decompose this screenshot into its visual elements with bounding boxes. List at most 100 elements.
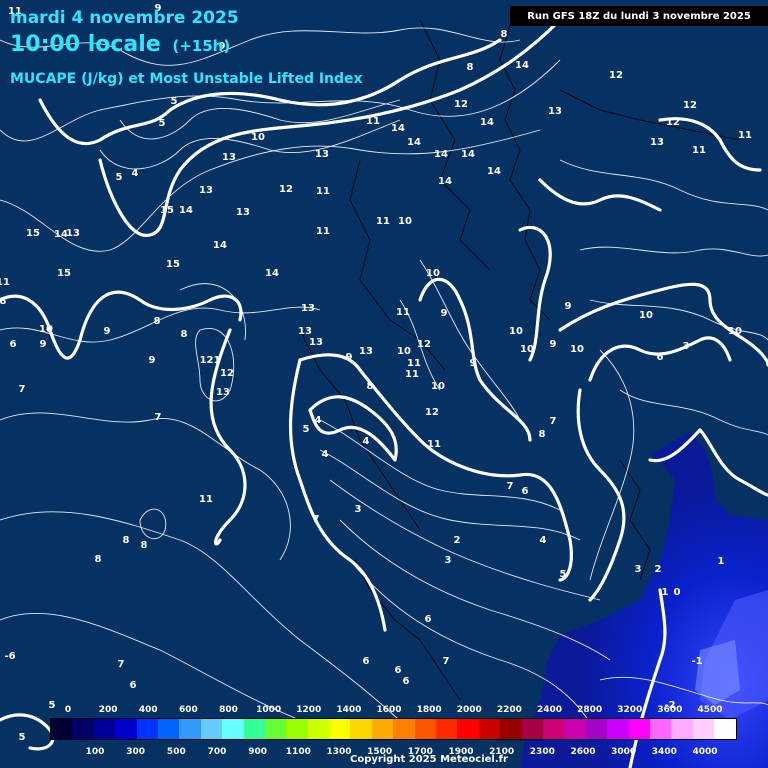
lifted-index-label: 12 (279, 184, 293, 195)
lifted-index-label: 11 (405, 369, 419, 380)
scale-label-bottom: 900 (248, 747, 268, 757)
lifted-index-label: 10 (520, 344, 534, 355)
lifted-index-label: 15 (166, 259, 180, 270)
color-scale-swatch (478, 719, 501, 739)
lifted-index-label: 5 (560, 569, 567, 580)
color-scale-swatch (264, 719, 287, 739)
scale-label-bottom: 2300 (529, 747, 555, 757)
lifted-index-label: 4 (315, 415, 322, 426)
lifted-index-label: 12 (454, 99, 468, 110)
lifted-index-label: 11 (8, 6, 22, 17)
lifted-index-label: 14 (179, 205, 193, 216)
lifted-index-label: 3 (445, 555, 452, 566)
lifted-index-label: 13 (216, 387, 230, 398)
lifted-index-label: 11 (316, 226, 330, 237)
lifted-index-label: 9 (104, 326, 111, 337)
lifted-index-label: 6 (403, 676, 410, 687)
scale-label-bottom: 1300 (326, 747, 352, 757)
scale-label-bottom: 3000 (611, 747, 637, 757)
lifted-index-label: 13 (298, 326, 312, 337)
color-scale-swatch (179, 719, 201, 739)
lifted-index-label: 12 (417, 339, 431, 350)
scale-label-bottom: 1500 (367, 747, 393, 757)
lifted-index-label: 9 (155, 3, 162, 14)
cape-area-light (695, 640, 740, 705)
lifted-index-label: 5 (303, 424, 310, 435)
scale-label-top: 1400 (336, 705, 362, 715)
color-scale-swatch (307, 719, 330, 739)
forecast-time: 10:00 locale (+15h) (10, 32, 230, 57)
lifted-index-label: 2 (454, 535, 461, 546)
lifted-index-label: 7 (313, 514, 320, 525)
lifted-index-label: 5 (116, 172, 123, 183)
lifted-index-label: 6 (425, 614, 432, 625)
scale-label-bottom: 100 (85, 747, 105, 757)
color-scale-swatch (329, 719, 351, 739)
lifted-index-label: 6 (395, 665, 402, 676)
color-scale-swatch (136, 719, 158, 739)
lifted-index-label: 5 (49, 700, 56, 711)
lifted-index-label: 8 (141, 540, 148, 551)
lifted-index-label: 11 (407, 358, 421, 369)
lifted-index-label: 5 (171, 96, 178, 107)
lifted-index-label: 13 (222, 152, 236, 163)
lifted-index-label: 9 (565, 301, 572, 312)
parameter-title: MUCAPE (J/kg) et Most Unstable Lifted In… (10, 71, 363, 87)
lifted-index-label: 13 (236, 207, 250, 218)
lifted-index-label: 1 (718, 556, 725, 567)
lifted-index-label: 10 (639, 310, 653, 321)
scale-label-top: 1800 (416, 705, 442, 715)
lifted-index-label: 9 (441, 308, 448, 319)
run-info: Run GFS 18Z du lundi 3 novembre 2025 (510, 6, 768, 26)
color-scale-swatch (93, 719, 116, 739)
lifted-index-label: 6 (363, 656, 370, 667)
color-scale-swatch (371, 719, 394, 739)
lifted-index-label: 13 (66, 228, 80, 239)
color-scale-swatch (350, 719, 372, 739)
copyright: Copyright 2025 Meteociel.fr (350, 754, 508, 765)
color-scale-swatch (436, 719, 458, 739)
lifted-index-label: 13 (199, 185, 213, 196)
lifted-index-label: 10 (251, 132, 265, 143)
lifted-index-label: 1 (662, 587, 669, 598)
lifted-index-label: 11 (366, 116, 380, 127)
lifted-index-label: 4 (540, 535, 547, 546)
scale-label-bottom: 3400 (651, 747, 677, 757)
lifted-index-label: 10 (431, 381, 445, 392)
lifted-index-label: 8 (467, 62, 474, 73)
lifted-index-label: 11 (738, 130, 752, 141)
scale-label-bottom: 700 (207, 747, 227, 757)
lifted-index-label: 7 (550, 416, 557, 427)
lifted-index-label: 3 (355, 504, 362, 515)
lifted-index-label: 4 (132, 168, 139, 179)
scale-label-top: 2000 (456, 705, 482, 715)
lifted-index-label: 11 (376, 216, 390, 227)
color-scale-swatch (671, 719, 693, 739)
lifted-index-label: 11 (0, 277, 10, 288)
color-scale-swatch (286, 719, 308, 739)
forecast-time-text: 10:00 locale (10, 32, 161, 57)
scale-label-top: 4500 (697, 705, 723, 715)
lifted-index-label: 9 (219, 41, 226, 52)
color-scale-swatch (500, 719, 522, 739)
color-scale-swatch (542, 719, 565, 739)
lifted-index-label: 10 (728, 326, 742, 337)
lifted-index-label: 4 (363, 436, 370, 447)
lifted-index-label: -2 (664, 700, 675, 711)
lifted-index-label: 11 (316, 186, 330, 197)
lifted-index-label: 12 (425, 407, 439, 418)
lifted-index-label: 11 (199, 494, 213, 505)
color-scale-swatch (243, 719, 265, 739)
lifted-index-label: 15 (26, 228, 40, 239)
lifted-index-label: 10 (397, 346, 411, 357)
lifted-index-label: 14 (265, 268, 279, 279)
color-scale-swatch (51, 719, 73, 739)
lifted-index-label: 7 (155, 412, 162, 423)
scale-label-top: 1000 (256, 705, 282, 715)
thin-contours (0, 27, 768, 741)
scale-label-top: 800 (219, 705, 238, 715)
lifted-index-label: 14 (434, 149, 448, 160)
